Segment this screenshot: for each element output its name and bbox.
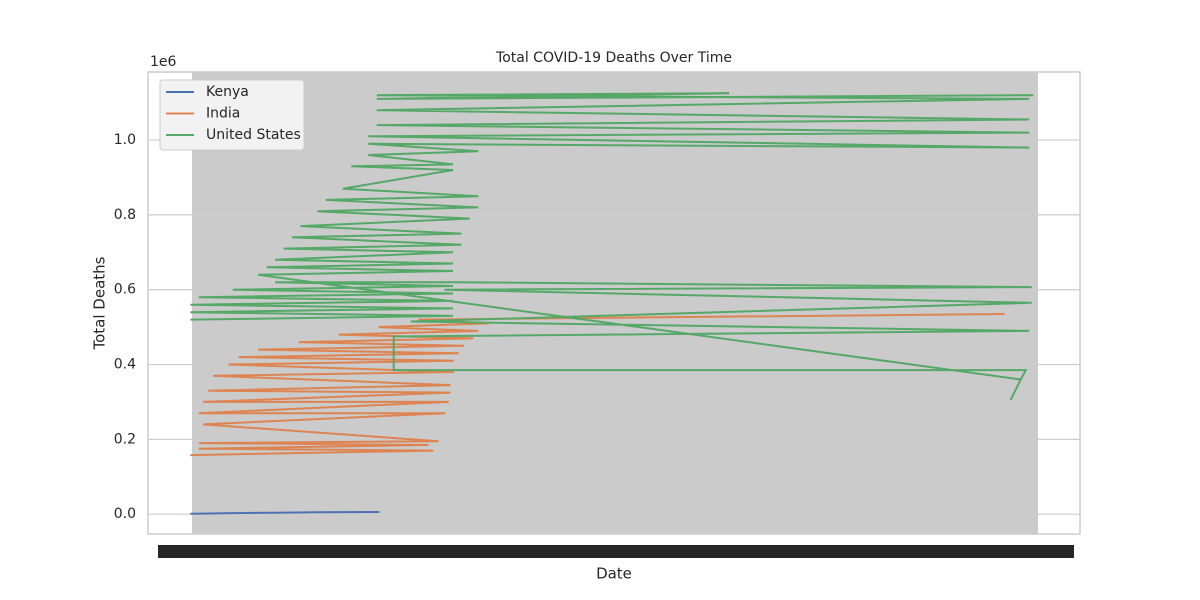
y-tick-label: 0.0 <box>114 506 136 522</box>
series-line <box>190 511 380 515</box>
y-tick-label: 1.0 <box>114 132 136 148</box>
legend-label: United States <box>206 127 301 143</box>
y-axis-label: Total Deaths <box>91 256 109 350</box>
y-tick-label: 0.4 <box>114 357 136 373</box>
x-tick-labels-overlap <box>158 545 1074 558</box>
series-line <box>190 313 1005 457</box>
y-tick-label: 0.6 <box>114 282 136 298</box>
y-tick-label: 0.8 <box>114 207 136 223</box>
series-line <box>190 92 1034 401</box>
legend-label: Kenya <box>206 84 249 100</box>
x-axis-label: Date <box>596 565 632 583</box>
legend-label: India <box>206 106 240 122</box>
chart-title: Total COVID-19 Deaths Over Time <box>495 50 732 66</box>
y-tick-label: 0.2 <box>114 431 136 447</box>
y-offset-label: 1e6 <box>150 54 177 70</box>
legend-box <box>159 79 305 151</box>
plot-frame <box>147 71 1081 535</box>
